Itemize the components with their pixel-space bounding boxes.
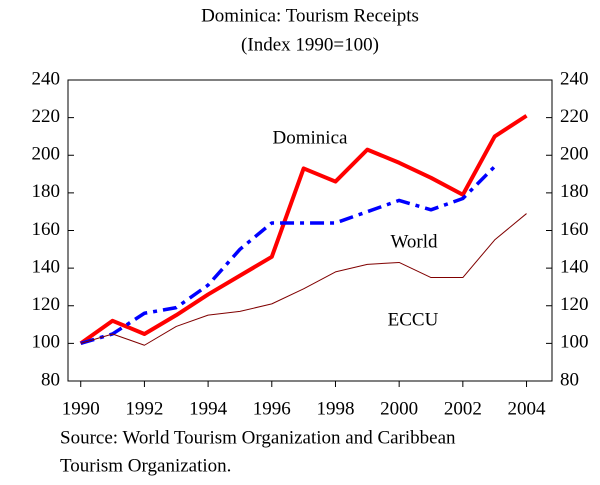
y2-tick-label: 220 (560, 106, 589, 127)
y2-tick-label: 100 (560, 332, 589, 353)
y2-tick-label: 240 (560, 68, 589, 89)
y-tick-label: 80 (41, 369, 60, 390)
y-tick-label: 220 (32, 106, 61, 127)
series-line (80, 213, 527, 346)
x-tick-label: 1994 (189, 398, 228, 419)
x-tick-label: 2000 (380, 398, 418, 419)
series-label: Dominica (273, 127, 348, 148)
y-tick-label: 140 (32, 256, 61, 277)
x-tick-label: 1998 (316, 398, 354, 419)
x-tick-label: 1990 (62, 398, 100, 419)
y-tick-label: 120 (32, 294, 61, 315)
y-tick-label: 180 (32, 181, 61, 202)
series-line (79, 114, 528, 346)
y2-tick-label: 180 (560, 181, 589, 202)
x-tick-label: 1996 (253, 398, 291, 419)
plot-frame (67, 79, 553, 382)
y2-tick-label: 120 (560, 294, 589, 315)
x-tick-label: 2004 (508, 398, 547, 419)
y-tick-label: 160 (32, 219, 61, 240)
y-tick-label: 240 (32, 68, 61, 89)
source-note: Tourism Organization. (60, 455, 231, 476)
y-tick-label: 200 (32, 144, 61, 165)
series-line (80, 165, 496, 346)
series-label: ECCU (388, 309, 439, 330)
y2-tick-label: 140 (560, 256, 589, 277)
x-tick-label: 1992 (125, 398, 163, 419)
source-note: Source: World Tourism Organization and C… (60, 427, 456, 448)
series-label: World (390, 231, 438, 252)
y2-tick-label: 200 (560, 144, 589, 165)
y2-tick-label: 160 (560, 219, 589, 240)
y-tick-label: 100 (32, 332, 61, 353)
y2-tick-label: 80 (560, 369, 579, 390)
x-tick-label: 2002 (444, 398, 482, 419)
chart-title: Dominica: Tourism Receipts (201, 5, 419, 26)
chart-subtitle: (Index 1990=100) (241, 34, 379, 55)
